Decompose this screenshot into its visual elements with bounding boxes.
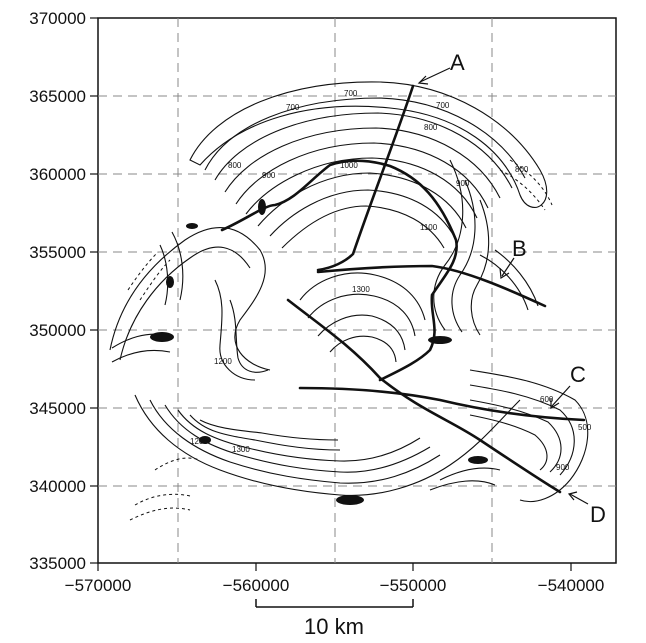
- x-tick-label: −550000: [380, 576, 447, 595]
- contour-value-label: 700: [286, 103, 300, 112]
- y-tick-label: 335000: [29, 554, 86, 573]
- y-tick-label: 360000: [29, 165, 86, 184]
- contour-value-label: 1000: [340, 161, 358, 170]
- fringe-contours: [127, 159, 553, 521]
- contour-value-label: 900: [556, 463, 570, 472]
- contour-value-label: 700: [344, 89, 358, 98]
- transect-label-c: C: [570, 362, 586, 387]
- y-tick-label: 340000: [29, 477, 86, 496]
- transect-label-a: A: [450, 50, 465, 75]
- contour-value-label: 900: [456, 179, 470, 188]
- contour-value-label: 1300: [232, 445, 250, 454]
- transect-arrows: [417, 67, 589, 505]
- contour-value-label: 500: [578, 423, 592, 432]
- scale-bar-label: 10 km: [304, 614, 364, 639]
- contour-value-label: 1200: [214, 357, 232, 366]
- contour-value-label: 800: [228, 161, 242, 170]
- contour-value-label: 1300: [352, 285, 370, 294]
- contour-value-label: 900: [262, 171, 276, 180]
- transect-label-d: D: [590, 502, 606, 527]
- outlet-glacier-patches: [150, 199, 488, 505]
- contour-value-label: 800: [515, 165, 529, 174]
- x-tick-label: −570000: [65, 576, 132, 595]
- transect-label-b: B: [512, 236, 527, 261]
- plot-frame: [97, 17, 617, 564]
- y-tick-label: 370000: [29, 9, 86, 28]
- y-tick-label: 365000: [29, 87, 86, 106]
- y-tick-label: 345000: [29, 399, 86, 418]
- y-tick-label: 355000: [29, 243, 86, 262]
- x-tick-label: −560000: [223, 576, 290, 595]
- transect-lines: [220, 84, 586, 494]
- x-tick-label: −540000: [538, 576, 605, 595]
- y-tick-label: 350000: [29, 321, 86, 340]
- contour-value-label: 1100: [420, 223, 438, 232]
- scale-bar: [255, 599, 414, 608]
- contour-value-label: 600: [540, 395, 554, 404]
- tick-marks: [90, 17, 572, 571]
- contour-value-label: 700: [436, 101, 450, 110]
- contour-value-label: 800: [424, 123, 438, 132]
- contour-value-label: 1200: [190, 437, 208, 446]
